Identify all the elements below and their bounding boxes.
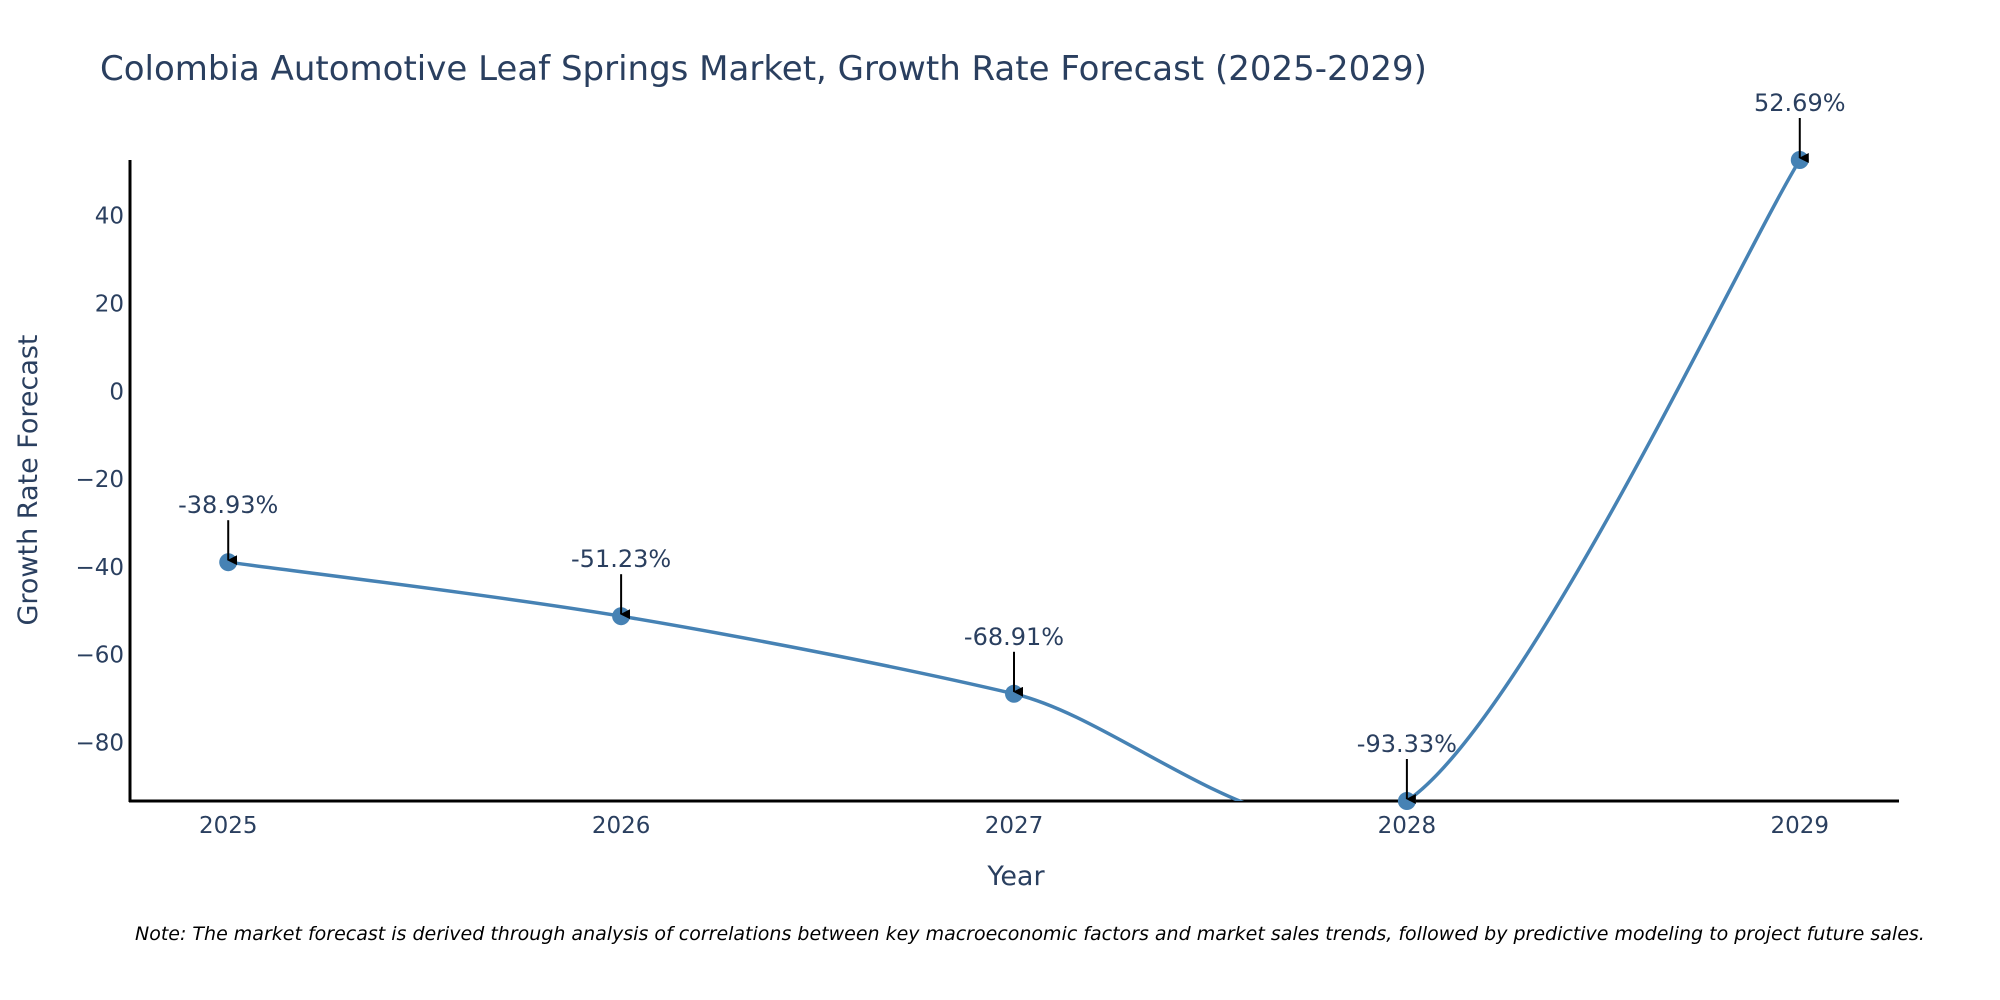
data-label: -51.23%: [571, 545, 671, 573]
x-tick-label: 2027: [985, 813, 1044, 839]
x-tick-label: 2029: [1771, 813, 1830, 839]
series-line: [227, 159, 1802, 801]
x-tick-label: 2028: [1378, 813, 1437, 839]
chart-note: Note: The market forecast is derived thr…: [135, 923, 1925, 945]
data-label: 52.69%: [1754, 89, 1846, 117]
y-tick-label: −60: [75, 643, 124, 669]
data-label: -38.93%: [178, 491, 278, 519]
y-axis-ticks: 40 20 0 −20 −40 −60 −80: [75, 204, 124, 757]
y-axis-title: Growth Rate Forecast: [13, 334, 44, 625]
x-axis-title: Year: [986, 861, 1045, 892]
y-tick-label: 40: [95, 204, 124, 230]
y-tick-label: −20: [75, 467, 124, 493]
annotations-layer: -38.93% -51.23% -68.91% -93.33% 52.69%: [178, 89, 1846, 804]
y-tick-label: 0: [109, 379, 124, 405]
series-layer: [219, 151, 1809, 810]
data-label: -68.91%: [964, 623, 1064, 651]
x-tick-label: 2025: [199, 813, 258, 839]
data-label: -93.33%: [1357, 730, 1457, 758]
y-tick-label: −80: [75, 730, 124, 756]
x-axis-ticks: 2025 2026 2027 2028 2029: [199, 813, 1829, 839]
x-tick-label: 2026: [592, 813, 651, 839]
chart-title: Colombia Automotive Leaf Springs Market,…: [100, 49, 1427, 89]
y-tick-label: −40: [75, 555, 124, 581]
y-tick-label: 20: [95, 292, 124, 318]
